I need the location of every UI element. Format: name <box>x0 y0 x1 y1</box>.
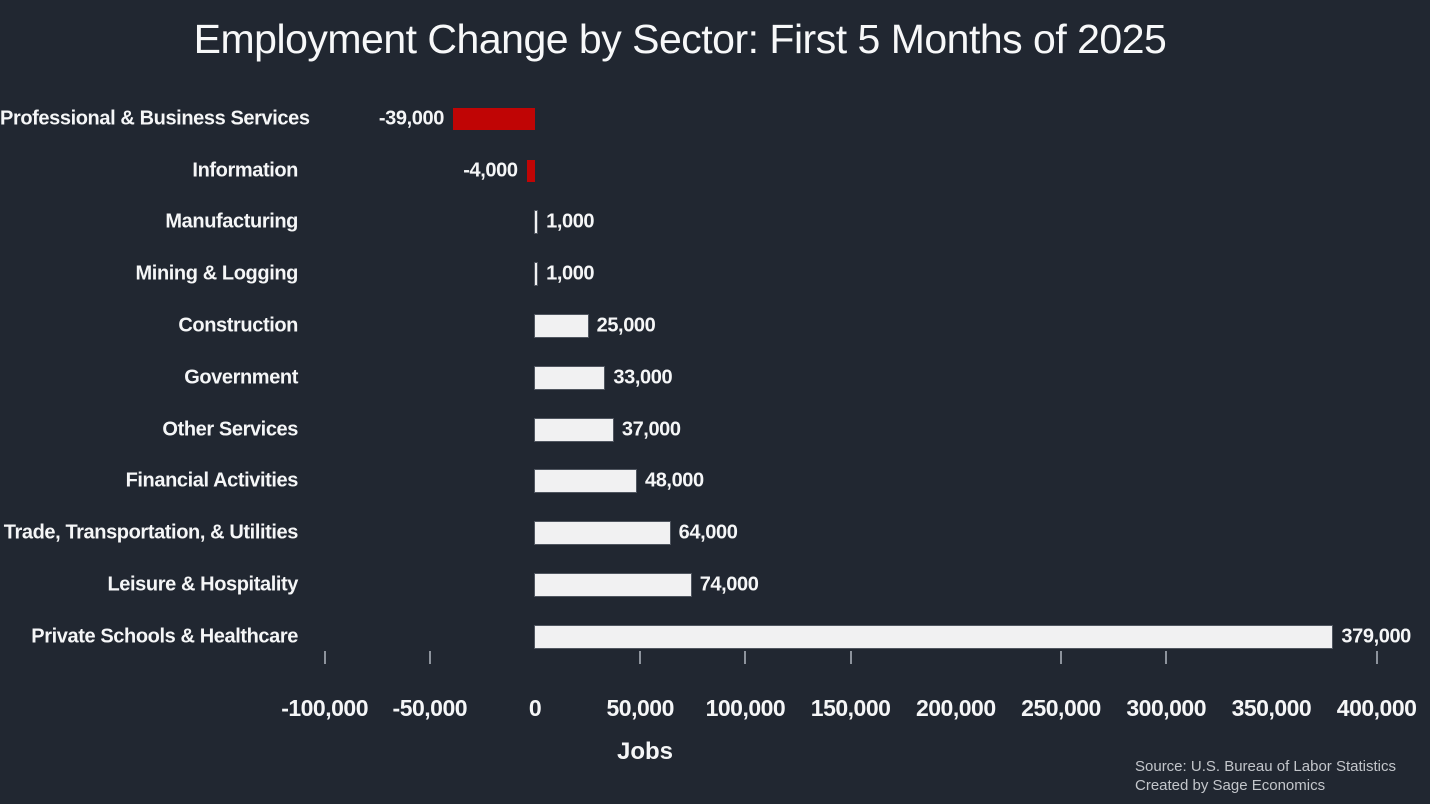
value-label: 1,000 <box>546 262 595 285</box>
value-label: 1,000 <box>546 210 595 233</box>
axis-tick-label: 100,000 <box>705 695 786 721</box>
chart-title: Employment Change by Sector: First 5 Mon… <box>193 16 1167 62</box>
positive-bar <box>535 418 613 441</box>
bar-row: Professional & Business Services -39,000 <box>0 93 1430 145</box>
positive-bar <box>535 211 538 234</box>
positive-bar <box>535 522 670 545</box>
category-label: Mining & Logging <box>135 262 299 285</box>
bar-row: Information -4,000 <box>0 145 1430 197</box>
bar-row: Construction 25,000 <box>0 300 1430 352</box>
bar-row: Trade, Transportation, & Utilities 64,000 <box>0 507 1430 559</box>
positive-bar <box>535 625 1333 648</box>
source-line: Source: U.S. Bureau of Labor Statistics <box>1135 758 1396 775</box>
value-label: 379,000 <box>1341 625 1411 648</box>
value-label: -4,000 <box>463 159 518 182</box>
axis-tick-label: 200,000 <box>915 695 996 721</box>
axis-tick <box>323 651 326 664</box>
axis-tick-label: 350,000 <box>1231 695 1312 721</box>
positive-bar <box>535 315 588 338</box>
value-label: 25,000 <box>596 314 656 337</box>
axis-tick-label: 150,000 <box>810 695 891 721</box>
bar-row: Mining & Logging 1,000 <box>0 248 1430 300</box>
axis-tick-label: 0 <box>528 695 542 721</box>
axis-tick-label: 300,000 <box>1126 695 1207 721</box>
axis-tick-label: -50,000 <box>392 695 468 721</box>
category-label: Construction <box>178 314 298 337</box>
axis-tick-label: 50,000 <box>606 695 675 721</box>
category-label: Other Services <box>162 418 298 441</box>
bar-row: Leisure & Hospitality 74,000 <box>0 559 1430 611</box>
positive-bar <box>535 470 636 493</box>
value-label: 64,000 <box>678 521 738 544</box>
category-label: Private Schools & Healthcare <box>31 625 298 648</box>
category-label: Leisure & Hospitality <box>107 573 298 596</box>
category-label: Trade, Transportation, & Utilities <box>3 521 299 544</box>
negative-bar <box>452 107 535 130</box>
positive-bar <box>535 366 605 389</box>
negative-bar <box>526 159 535 182</box>
source-credit: Source: U.S. Bureau of Labor Statistics … <box>1135 757 1396 795</box>
category-label: Financial Activities <box>125 469 299 492</box>
positive-bar <box>535 263 538 286</box>
axis-tick <box>428 651 431 664</box>
x-axis-label: Jobs <box>616 738 674 765</box>
value-label: 33,000 <box>613 366 673 389</box>
axis-tick-label: 250,000 <box>1021 695 1101 721</box>
axis-tick <box>1375 651 1378 664</box>
value-label: 37,000 <box>621 418 681 441</box>
bar-row: Manufacturing 1,000 <box>0 197 1430 249</box>
axis-tick-label: -100,000 <box>281 695 368 721</box>
category-label: Manufacturing <box>165 210 298 233</box>
credit-line: Created by Sage Economics <box>1135 777 1326 794</box>
axis-tick <box>744 651 747 664</box>
bar-row: Other Services 37,000 <box>0 404 1430 456</box>
category-label: Information <box>192 159 298 182</box>
bar-row: Private Schools & Healthcare 379,000 <box>0 611 1430 663</box>
value-label: 74,000 <box>699 573 759 596</box>
axis-tick <box>849 651 852 664</box>
bar-row: Government 33,000 <box>0 352 1430 404</box>
value-label: 48,000 <box>644 469 704 492</box>
positive-bar <box>535 574 691 597</box>
category-label: Government <box>184 366 298 389</box>
axis-tick <box>1165 651 1168 664</box>
category-label: Professional & Business Services <box>0 107 310 130</box>
axis-tick <box>639 651 642 664</box>
bar-row: Financial Activities 48,000 <box>0 456 1430 508</box>
axis-tick <box>1060 651 1062 664</box>
axis-tick-label: 400,000 <box>1336 695 1417 721</box>
value-label: -39,000 <box>378 107 444 130</box>
